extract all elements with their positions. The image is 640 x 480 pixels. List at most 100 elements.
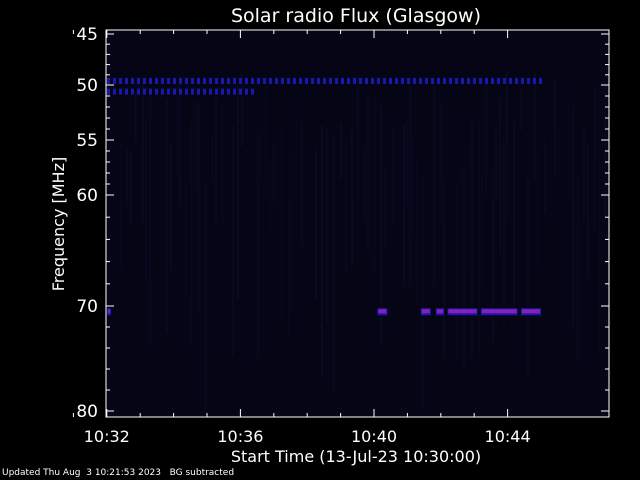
emission-dash: [491, 77, 494, 84]
emission-dash: [437, 77, 440, 84]
emission-dash: [461, 77, 464, 84]
x-tick-label: 10:36: [217, 427, 263, 446]
emission-dash: [485, 77, 488, 84]
emission-dash: [155, 77, 158, 84]
emission-dash: [503, 77, 506, 84]
y-tick-label: 70: [76, 297, 98, 317]
emission-dash: [413, 77, 416, 84]
footer-status: Updated Thu Aug 3 10:21:53 2023 BG subtr…: [2, 468, 234, 478]
emission-dash: [287, 77, 290, 84]
emission-dash: [173, 77, 176, 84]
emission-dash: [419, 77, 422, 84]
emission-dash: [233, 88, 236, 95]
emission-dash: [119, 88, 122, 95]
emission-dash: [359, 77, 362, 84]
emission-dash: [221, 88, 224, 95]
emission-dash: [125, 88, 128, 95]
emission-dash: [449, 77, 452, 84]
emission-dash: [389, 77, 392, 84]
emission-dash: [533, 77, 536, 84]
emission-dash: [473, 77, 476, 84]
emission-dash: [173, 88, 176, 95]
emission-dash: [203, 77, 206, 84]
emission-dash: [251, 77, 254, 84]
emission-dash: [155, 88, 158, 95]
x-tick-label: 10:32: [84, 427, 130, 446]
emission-dash: [119, 77, 122, 84]
emission-dash: [131, 88, 134, 95]
emission-dash: [341, 77, 344, 84]
emission-dash: [281, 77, 284, 84]
emission-dash: [239, 88, 242, 95]
emission-dash: [497, 77, 500, 84]
emission-dash: [161, 77, 164, 84]
y-tick-label: 55: [76, 131, 98, 151]
emission-dash: [143, 77, 146, 84]
y-tick-label: 60: [76, 186, 98, 206]
emission-dash: [107, 88, 110, 95]
emission-dash: [293, 77, 296, 84]
emission-dash: [383, 77, 386, 84]
bg-subtracted-note: BG subtracted: [169, 468, 235, 478]
emission-dash: [329, 77, 332, 84]
emission-band: [521, 309, 540, 314]
emission-dash: [149, 77, 152, 84]
emission-dash: [167, 77, 170, 84]
emission-dash: [161, 88, 164, 95]
emission-dash: [515, 77, 518, 84]
emission-dash: [467, 77, 470, 84]
emission-dash: [215, 77, 218, 84]
emission-dash: [113, 88, 116, 95]
emission-dash: [455, 77, 458, 84]
emission-dash: [371, 77, 374, 84]
emission-dash: [335, 77, 338, 84]
emission-dash: [347, 77, 350, 84]
emission-dash: [215, 88, 218, 95]
emission-dash: [167, 88, 170, 95]
emission-band: [421, 309, 430, 314]
emission-dash: [203, 88, 206, 95]
emission-dash: [149, 88, 152, 95]
emission-dash: [377, 77, 380, 84]
emission-dash: [131, 77, 134, 84]
emission-dash: [245, 88, 248, 95]
emission-dash: [125, 77, 128, 84]
emission-dash: [137, 88, 140, 95]
y-axis-label: Frequency [MHz]: [49, 157, 68, 291]
emission-dash: [191, 88, 194, 95]
emission-dash: [185, 77, 188, 84]
emission-dash: [179, 88, 182, 95]
emission-dash: [527, 77, 530, 84]
emission-dash: [191, 77, 194, 84]
plot-background: [106, 30, 609, 417]
emission-dash: [245, 77, 248, 84]
emission-dash: [317, 77, 320, 84]
emission-band: [108, 309, 110, 314]
y-axis: 45 50 55 60 70 80: [76, 25, 609, 422]
emission-dash: [539, 77, 542, 84]
emission-dash: [311, 77, 314, 84]
y-tick-label: 80: [76, 402, 98, 422]
emission-dash: [431, 77, 434, 84]
emission-dash: [479, 77, 482, 84]
y-tick-label: 45: [76, 25, 98, 45]
emission-dash: [221, 77, 224, 84]
emission-dash: [143, 88, 146, 95]
emission-dash: [509, 77, 512, 84]
emission-dash: [407, 77, 410, 84]
emission-dash: [209, 77, 212, 84]
emission-dash: [197, 88, 200, 95]
emission-dash: [395, 77, 398, 84]
emission-band: [448, 309, 477, 314]
x-tick-label: 10:44: [485, 427, 531, 446]
emission-dash: [269, 77, 272, 84]
y-tick-label: 50: [76, 76, 98, 96]
x-axis: 10:32 10:36 10:40 10:44: [72, 30, 531, 446]
emission-dash: [257, 77, 260, 84]
emission-dash: [251, 88, 254, 95]
updated-timestamp: Updated Thu Aug 3 10:21:53 2023: [2, 468, 162, 478]
emission-dash: [107, 77, 110, 84]
emission-dash: [197, 77, 200, 84]
emission-dash: [185, 88, 188, 95]
